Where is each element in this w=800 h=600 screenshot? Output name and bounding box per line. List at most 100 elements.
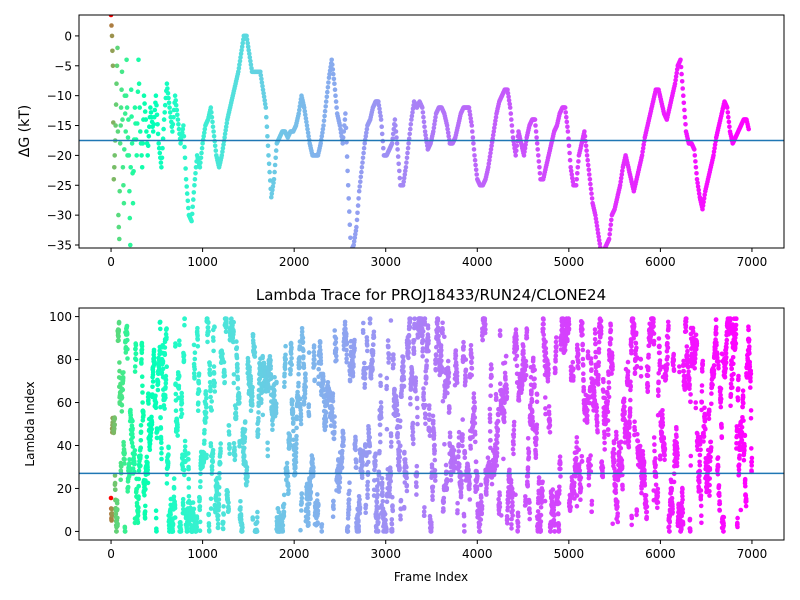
delta-g-point [153,93,159,98]
lambda-point [332,328,338,333]
lambda-point [283,343,288,349]
delta-g-point [137,105,142,110]
lambda-point [330,391,336,396]
delta-g-point [148,110,154,115]
lambda-point [164,364,169,370]
lambda-point [190,500,196,505]
delta-g-point [509,123,515,128]
delta-g-point [180,130,185,135]
lambda-point [208,496,214,502]
delta-g-point [700,206,705,212]
lambda-point [353,447,359,453]
delta-g-point [297,107,302,113]
lambda-point [461,344,467,349]
lambda-point [406,341,412,346]
delta-g-point [110,48,115,54]
delta-g-point [224,120,230,126]
lambda-point [379,476,385,481]
lambda-point [521,351,526,356]
lambda-point [353,438,358,444]
lambda-point [205,325,211,330]
delta-g-point [199,145,205,151]
delta-g-point [492,125,497,131]
delta-g-point [321,118,327,123]
lambda-point [378,373,383,378]
lambda-point [357,505,363,510]
delta-g-point [376,99,381,104]
lambda-point [293,445,299,451]
delta-g-point [679,71,684,77]
delta-g-point [191,190,197,195]
lambda-point [420,346,426,351]
lambda-point [138,463,143,469]
delta-g-point [175,112,180,118]
delta-g-point [403,168,408,174]
lambda-point [446,374,451,380]
lambda-point [140,400,145,405]
lambda-point [286,483,291,489]
delta-g-point [124,57,129,63]
lambda-point [180,496,186,502]
lambda-point [404,482,410,488]
lambda-point [254,529,260,534]
lambda-point [221,519,226,525]
lambda-point [168,512,173,517]
lambda-point [471,391,477,396]
delta-g-point [111,177,117,182]
delta-g-point [596,237,602,243]
lambda-point [233,413,239,419]
lambda-point [519,387,525,392]
lambda-point [299,508,304,513]
lambda-point [179,394,185,399]
delta-g-point [158,160,164,165]
lambda-point [377,432,383,437]
lambda-point [150,379,156,384]
lambda-point [153,405,159,411]
delta-g-point [126,153,132,158]
delta-g-point [393,123,398,128]
lambda-point [367,435,373,440]
delta-g-point [445,126,450,132]
delta-g-point [273,148,279,153]
lambda-point [186,451,191,456]
lambda-point [231,380,237,386]
delta-g-point [353,228,359,233]
lambda-point [408,401,413,407]
delta-g-point [159,155,165,161]
delta-g-point [109,23,114,28]
lambda-point [142,483,147,488]
delta-g-point [423,132,428,138]
lambda-point [426,338,431,343]
delta-g-point [471,147,477,152]
delta-g-point [725,110,731,115]
delta-g-point [537,165,542,170]
lambda-point [260,353,266,359]
lambda-point [216,504,221,510]
lambda-point [120,375,126,380]
lambda-point [407,325,413,330]
lambda-point [172,515,178,520]
lambda-point [402,449,407,455]
delta-g-point [260,87,266,92]
lambda-point [155,379,161,385]
lambda-point [438,353,444,359]
lambda-point [361,320,366,326]
lambda-point [238,513,244,519]
delta-g-point [586,167,592,172]
lambda-point [386,352,392,357]
lambda-point [337,480,343,485]
delta-g-point [238,51,244,57]
delta-g-x-tick-label: 3000 [370,255,401,269]
lambda-point [226,500,231,505]
lambda-point [467,486,472,492]
delta-g-point [139,153,144,158]
delta-g-point [114,81,119,86]
lambda-point [143,487,148,492]
lambda-point [288,351,294,357]
delta-g-point [679,79,685,84]
lambda-point [136,468,142,474]
delta-g-point [305,126,310,132]
lambda-point [424,363,429,368]
lambda-point [388,318,394,323]
lambda-point [171,476,177,481]
